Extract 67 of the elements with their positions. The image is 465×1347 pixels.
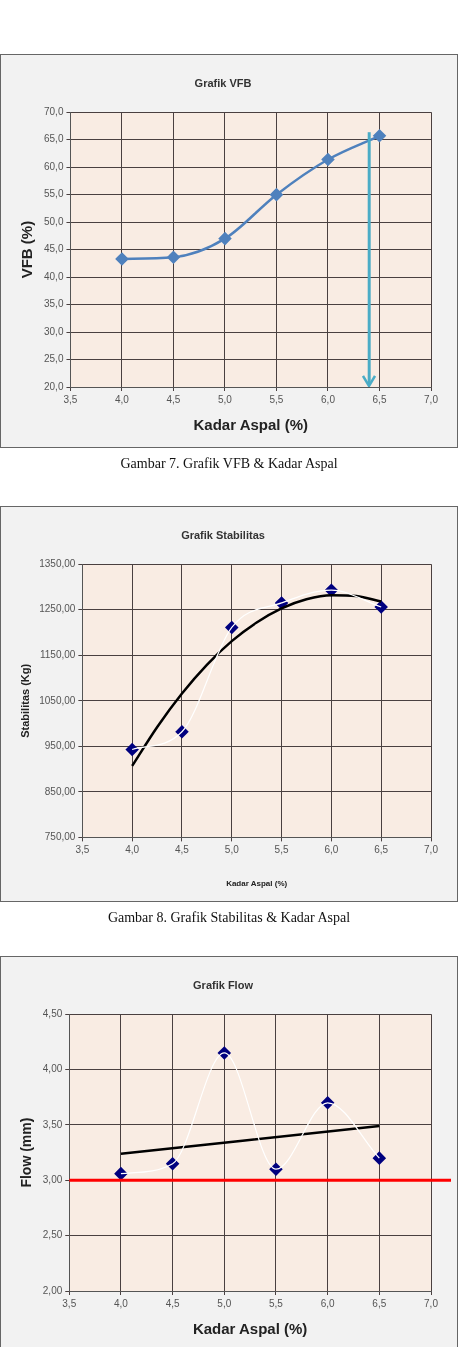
x-tick-label: 4,0	[115, 393, 130, 405]
y-tick-label: 35,0	[43, 298, 64, 310]
x-tick-label: 6,5	[374, 844, 389, 856]
y-tick-label: 850,00	[44, 785, 76, 797]
y-tick-label: 4,00	[42, 1063, 63, 1075]
y-tick-label: 55,0	[43, 188, 64, 200]
x-tick-label: 6,0	[321, 393, 336, 405]
text: Gambar 7. Grafik VFB & Kadar Aspal	[119, 456, 339, 472]
y-tick-label: 65,0	[43, 133, 64, 145]
x-tick-label: 3,5	[75, 844, 90, 856]
y-tick-label: 1150,00	[39, 649, 76, 661]
y-tick-label: 750,00	[44, 831, 76, 843]
x-tick-label: 4,0	[113, 1297, 129, 1309]
point	[125, 743, 139, 756]
point	[114, 1167, 128, 1180]
x-tick-label: 6,5	[372, 393, 387, 405]
x-tick-label: 5,0	[218, 393, 233, 405]
x-tick-label: 5,0	[224, 844, 240, 856]
y-tick-label: 20,0	[43, 380, 64, 392]
y-tick-label: 30,0	[43, 325, 64, 337]
y-tick-label: 1050,00	[39, 694, 76, 706]
x-tick-label: 7,0	[424, 393, 439, 405]
chart-title: Grafik Stabilitas	[181, 528, 265, 541]
x-axis-title: Kadar Aspal (%)	[226, 879, 288, 889]
x-tick-label: 7,0	[424, 844, 439, 856]
x-tick-label: 4,0	[125, 844, 140, 856]
y-tick-label: 70,0	[43, 105, 64, 117]
y-tick-label: 45,0	[43, 243, 64, 255]
y-tick-label: 3,00	[42, 1174, 63, 1186]
x-tick-label: 5,0	[217, 1297, 232, 1309]
y-tick-label: 50,0	[43, 215, 64, 227]
y-axis-title: VFB (%)	[18, 220, 36, 279]
point	[373, 129, 386, 143]
x-tick-label: 4,5	[165, 1297, 180, 1309]
point	[115, 252, 129, 266]
point	[321, 153, 335, 166]
y-tick-label: 25,0	[43, 353, 64, 365]
chart-title: Grafik Flow	[193, 978, 254, 991]
y-tick-label: 2,00	[42, 1284, 63, 1296]
point	[167, 251, 180, 264]
y-tick-label: 1250,00	[39, 603, 76, 615]
y-tick-label: 3,50	[42, 1118, 63, 1130]
x-tick-label: 5,5	[274, 844, 289, 856]
y-tick-label: 1350,00	[39, 557, 76, 569]
x-tick-label: 5,5	[269, 1297, 284, 1309]
x-tick-label: 3,5	[62, 1297, 77, 1309]
x-tick-label: 4,5	[175, 844, 190, 856]
y-tick-label: 40,0	[43, 270, 64, 282]
chart-title: Grafik VFB	[194, 76, 252, 89]
y-tick-label: 60,0	[43, 160, 64, 172]
point	[218, 232, 232, 245]
y-axis-title: Stabilitas (Kg)	[18, 663, 31, 738]
x-tick-label: 7,0	[424, 1297, 439, 1309]
point	[270, 188, 283, 201]
x-tick-label: 4,5	[166, 393, 181, 405]
x-axis-title: Kadar Aspal (%)	[193, 416, 308, 434]
y-tick-label: 950,00	[44, 740, 76, 752]
x-axis-title: Kadar Aspal (%)	[192, 1320, 308, 1338]
x-tick-label: 3,5	[63, 393, 78, 405]
y-axis-title: Flow (mm)	[18, 1117, 35, 1188]
x-tick-label: 5,5	[269, 393, 284, 405]
y-tick-label: 2,50	[42, 1229, 63, 1241]
text: Gambar 8. Grafik Stabilitas & Kadar Aspal	[106, 910, 352, 926]
x-tick-label: 6,0	[320, 1297, 336, 1309]
x-tick-label: 6,5	[372, 1297, 387, 1309]
y-tick-label: 4,50	[42, 1007, 63, 1019]
x-tick-label: 6,0	[324, 844, 339, 856]
